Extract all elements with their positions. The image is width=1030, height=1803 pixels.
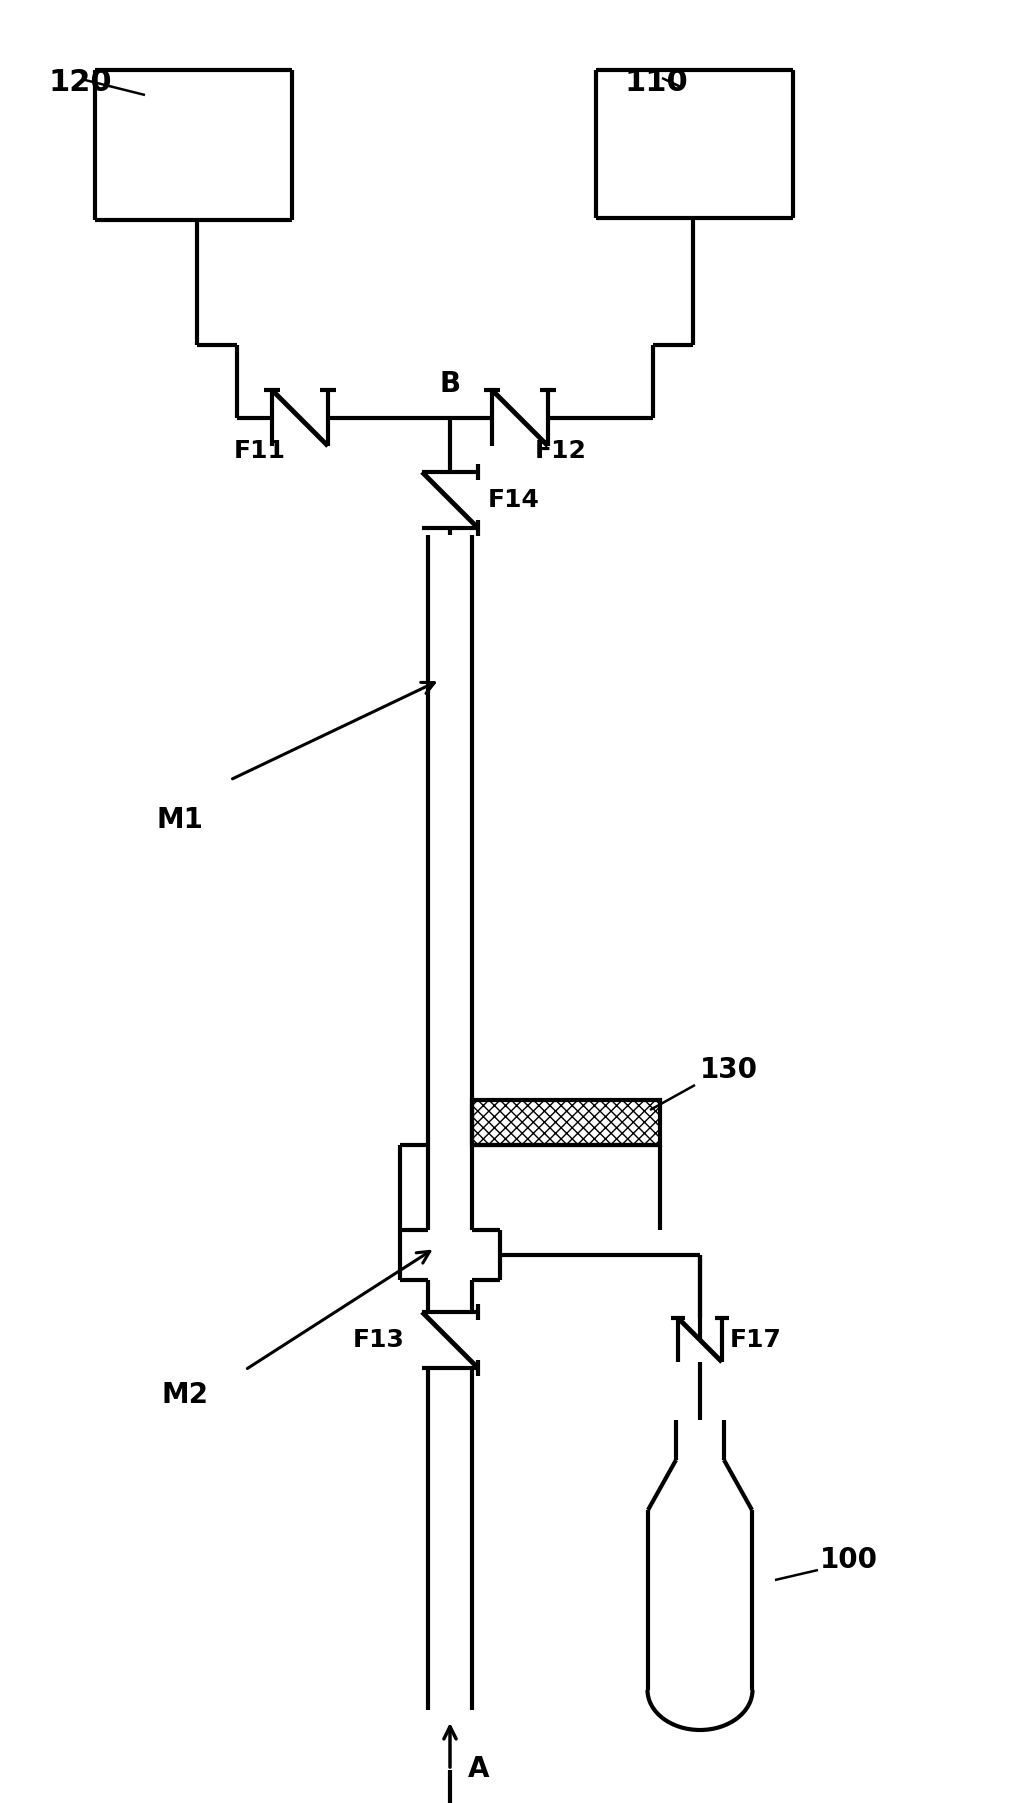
Text: 110: 110 <box>625 69 689 97</box>
Text: 100: 100 <box>820 1545 878 1574</box>
Text: F17: F17 <box>730 1329 782 1352</box>
Text: 120: 120 <box>48 69 111 97</box>
Text: F12: F12 <box>535 438 587 463</box>
Text: 130: 130 <box>700 1057 758 1084</box>
Text: A: A <box>468 1754 489 1783</box>
Text: M1: M1 <box>157 806 204 835</box>
Text: B: B <box>440 370 461 398</box>
Text: F13: F13 <box>353 1329 405 1352</box>
Text: F11: F11 <box>234 438 286 463</box>
Text: M2: M2 <box>162 1381 208 1408</box>
Text: F14: F14 <box>488 489 540 512</box>
Bar <box>472 1100 660 1145</box>
